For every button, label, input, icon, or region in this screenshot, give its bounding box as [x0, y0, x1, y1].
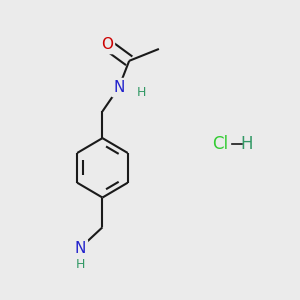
Text: H: H [136, 85, 146, 98]
Text: H: H [240, 135, 253, 153]
Text: H: H [76, 258, 85, 271]
Text: H: H [76, 258, 85, 271]
Text: N: N [113, 80, 124, 95]
Text: Cl: Cl [212, 135, 228, 153]
Text: N: N [74, 241, 86, 256]
Text: O: O [101, 37, 113, 52]
